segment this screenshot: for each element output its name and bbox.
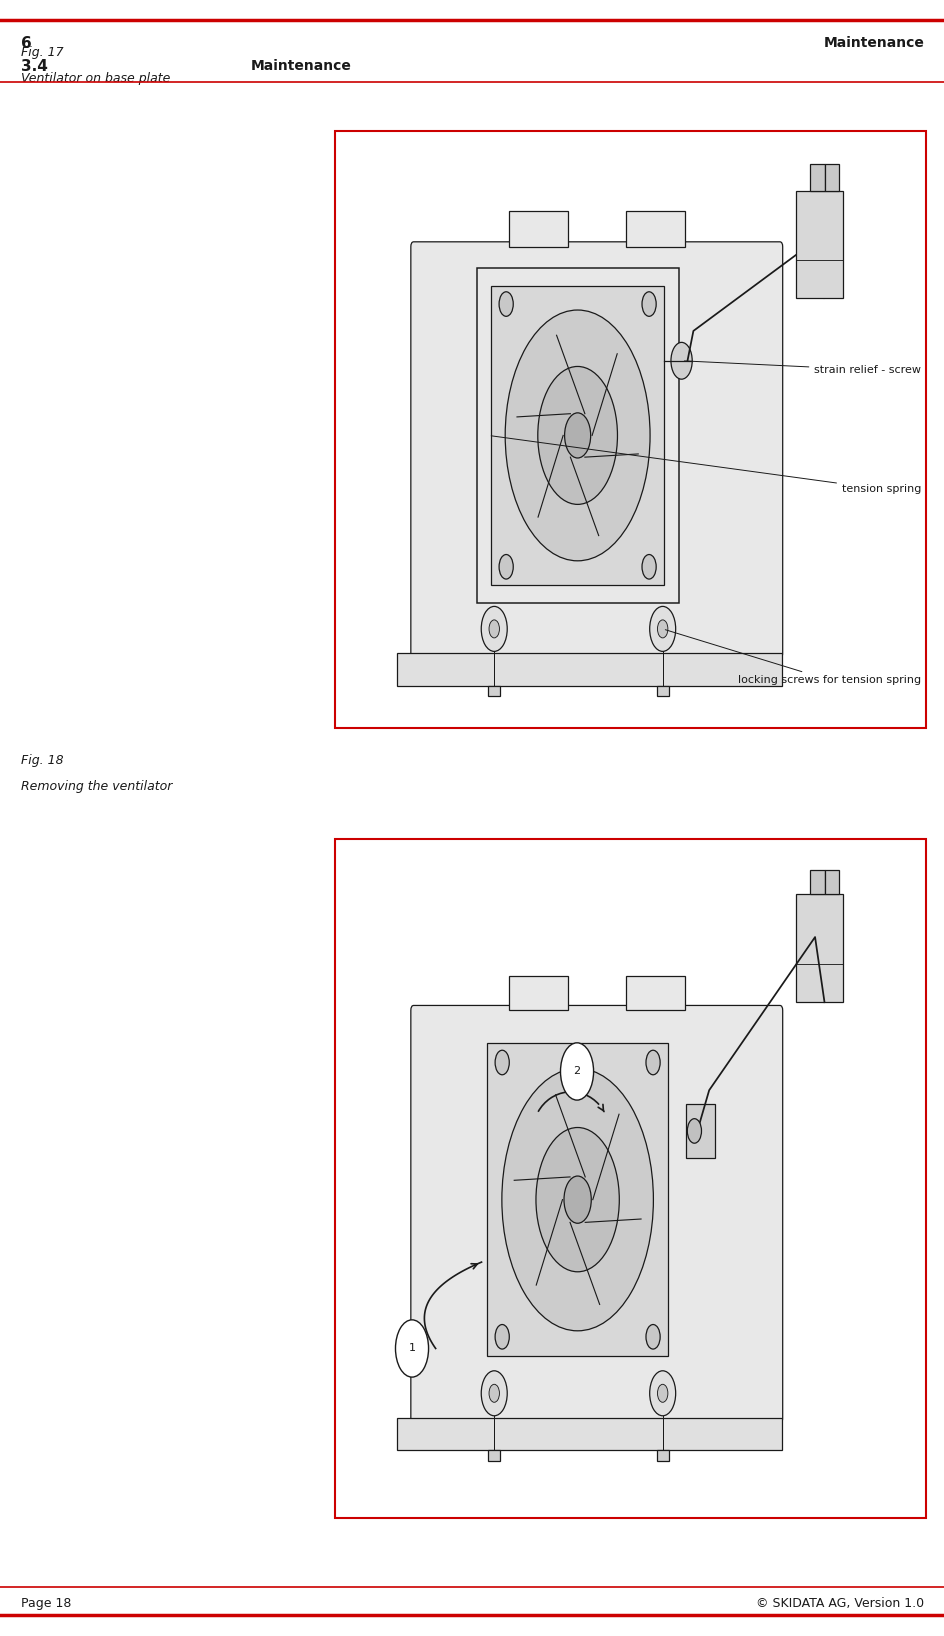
Circle shape [649, 1371, 675, 1415]
Text: Fig. 17: Fig. 17 [21, 46, 63, 59]
Text: Ventilator on base plate: Ventilator on base plate [21, 72, 170, 85]
Circle shape [560, 1042, 593, 1099]
Circle shape [641, 555, 655, 579]
Circle shape [686, 1119, 700, 1144]
Text: Page 18: Page 18 [21, 1597, 71, 1610]
Bar [823, 164, 837, 190]
Circle shape [564, 412, 590, 458]
Text: tension spring: tension spring [491, 435, 920, 494]
Circle shape [564, 1176, 591, 1224]
Bar [488, 685, 499, 697]
Bar [795, 893, 842, 1003]
Text: 2: 2 [573, 1067, 580, 1076]
Bar [396, 653, 781, 685]
Bar [656, 685, 668, 697]
Circle shape [535, 1127, 618, 1271]
Bar [684, 1104, 715, 1158]
Bar [335, 839, 925, 1518]
Circle shape [641, 291, 655, 316]
Bar [795, 191, 842, 298]
Text: Maintenance: Maintenance [250, 59, 351, 74]
Bar [335, 131, 925, 728]
Bar [809, 164, 823, 190]
Circle shape [501, 1068, 652, 1330]
Circle shape [657, 1384, 667, 1402]
Circle shape [646, 1325, 660, 1350]
Bar [491, 286, 663, 584]
Circle shape [646, 1050, 660, 1075]
Text: 3.4: 3.4 [21, 59, 47, 74]
Text: 1: 1 [408, 1343, 415, 1353]
Circle shape [498, 555, 513, 579]
Bar [656, 1451, 668, 1461]
Bar [508, 977, 567, 1011]
Bar [626, 211, 684, 247]
Circle shape [498, 291, 513, 316]
Circle shape [480, 607, 507, 651]
Circle shape [480, 1371, 507, 1415]
Text: © SKIDATA AG, Version 1.0: © SKIDATA AG, Version 1.0 [755, 1597, 923, 1610]
Circle shape [670, 342, 692, 380]
Bar [488, 1451, 499, 1461]
Text: Maintenance: Maintenance [822, 36, 923, 51]
FancyBboxPatch shape [411, 242, 782, 658]
Bar [476, 268, 678, 602]
Circle shape [489, 620, 498, 638]
Circle shape [657, 620, 667, 638]
Bar [487, 1044, 667, 1356]
Bar [508, 211, 567, 247]
Circle shape [537, 366, 616, 504]
Text: locking screws for tension spring: locking screws for tension spring [665, 630, 920, 685]
Text: strain relief - screw: strain relief - screw [683, 362, 920, 375]
Bar [396, 1418, 781, 1451]
Circle shape [495, 1325, 509, 1350]
Text: Removing the ventilator: Removing the ventilator [21, 780, 172, 793]
Text: Fig. 18: Fig. 18 [21, 754, 63, 767]
Bar [809, 870, 823, 893]
Circle shape [495, 1050, 509, 1075]
Text: 6: 6 [21, 36, 31, 51]
Circle shape [395, 1320, 428, 1378]
Circle shape [505, 309, 649, 561]
Bar [823, 870, 837, 893]
Bar [626, 977, 684, 1011]
FancyBboxPatch shape [411, 1006, 782, 1423]
Circle shape [649, 607, 675, 651]
Circle shape [489, 1384, 498, 1402]
